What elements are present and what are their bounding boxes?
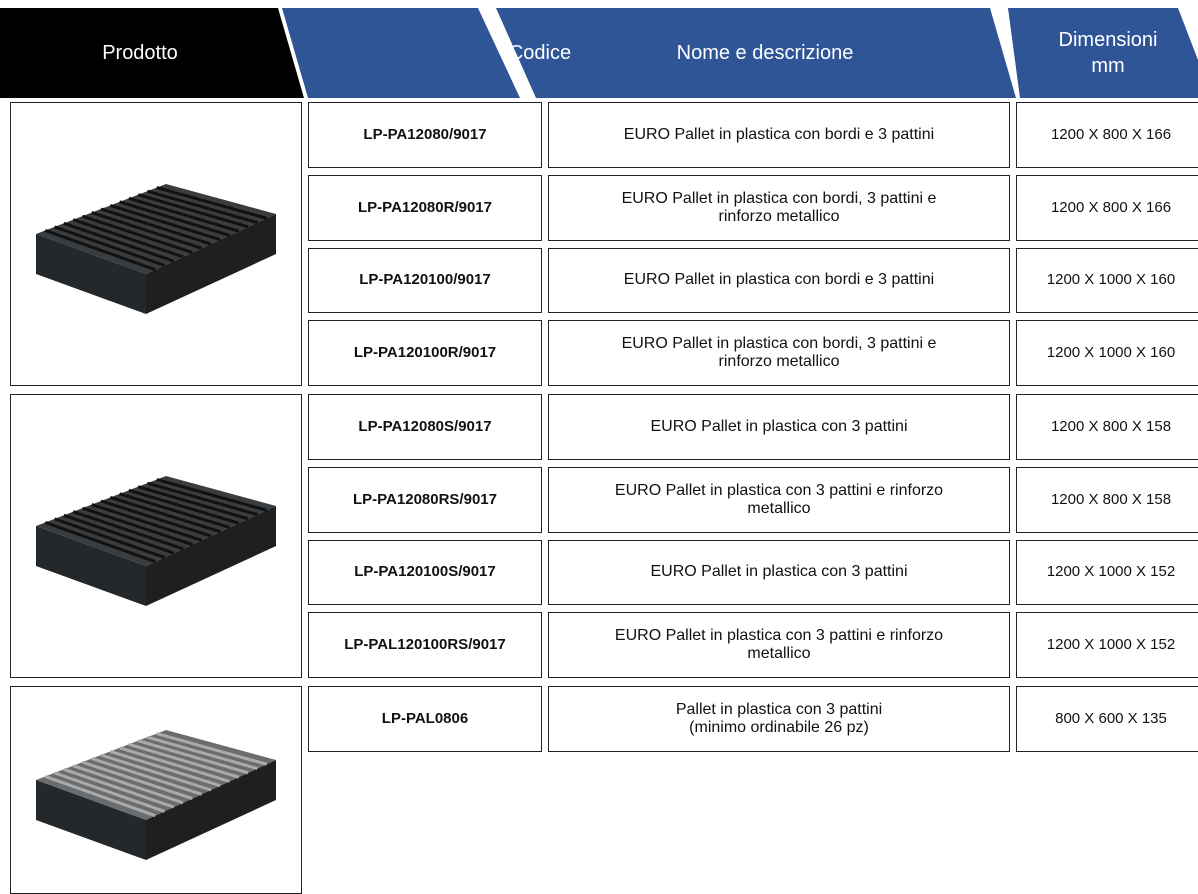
code-cell: LP-PA12080R/9017 bbox=[308, 174, 542, 241]
product-image bbox=[36, 184, 276, 314]
dimension-cell: 1200 X 1000 X 160 bbox=[1016, 320, 1198, 386]
dimension-cell: 1200 X 1000 X 160 bbox=[1016, 247, 1198, 314]
code-cell: LP-PAL120100RS/9017 bbox=[308, 612, 542, 678]
description-cell: EURO Pallet in plastica con 3 pattini e … bbox=[548, 466, 1010, 533]
description-line: metallico bbox=[747, 499, 811, 517]
header-label: Codice bbox=[300, 8, 780, 98]
header-text: Codice bbox=[508, 42, 572, 64]
description-line: EURO Pallet in plastica con 3 pattini bbox=[650, 563, 908, 581]
description-cell: EURO Pallet in plastica con 3 pattini bbox=[548, 394, 1010, 460]
product-cell bbox=[10, 102, 302, 386]
description-line: EURO Pallet in plastica con 3 pattini e … bbox=[614, 627, 944, 645]
description-line: EURO Pallet in plastica con bordi e 3 pa… bbox=[623, 271, 935, 289]
dimension-cell: 1200 X 800 X 166 bbox=[1016, 174, 1198, 241]
description-cell: EURO Pallet in plastica con bordi e 3 pa… bbox=[548, 247, 1010, 314]
product-image bbox=[36, 730, 276, 860]
code-cell: LP-PA12080/9017 bbox=[308, 102, 542, 168]
header-tab bbox=[282, 8, 520, 98]
header-text: Prodotto bbox=[102, 42, 178, 64]
header-text: mm bbox=[1091, 55, 1125, 77]
description-line: EURO Pallet in plastica con 3 pattini bbox=[650, 417, 908, 435]
description-cell: Pallet in plastica con 3 pattini (minimo … bbox=[548, 686, 1010, 752]
description-cell: EURO Pallet in plastica con 3 pattini e … bbox=[548, 612, 1010, 678]
header-tab bbox=[1008, 8, 1198, 98]
dimension-cell: 1200 X 800 X 166 bbox=[1016, 102, 1198, 168]
description-cell: EURO Pallet in plastica con 3 pattini bbox=[548, 539, 1010, 606]
code-cell: LP-PA12080RS/9017 bbox=[308, 466, 542, 533]
dimension-cell: 1200 X 1000 X 152 bbox=[1016, 539, 1198, 606]
code-cell: LP-PAL0806 bbox=[308, 686, 542, 752]
code-cell: LP-PA12080S/9017 bbox=[308, 394, 542, 460]
product-cell bbox=[10, 394, 302, 678]
code-cell: LP-PA120100/9017 bbox=[308, 247, 542, 314]
header-tab bbox=[496, 8, 1016, 98]
description-line: rinforzo metallico bbox=[718, 353, 840, 371]
description-cell: EURO Pallet in plastica con bordi e 3 pa… bbox=[548, 102, 1010, 168]
code-cell: LP-PA120100R/9017 bbox=[308, 320, 542, 386]
product-cell bbox=[10, 686, 302, 894]
header-shapes bbox=[0, 8, 1198, 98]
description-line: EURO Pallet in plastica con bordi, 3 pat… bbox=[621, 189, 937, 207]
description-line: Pallet in plastica con 3 pattini bbox=[675, 700, 883, 718]
description-line: metallico bbox=[747, 645, 811, 663]
dimension-cell: 1200 X 1000 X 152 bbox=[1016, 612, 1198, 678]
header-label: Prodotto bbox=[0, 8, 280, 98]
description-line: rinforzo metallico bbox=[718, 207, 840, 225]
header-text: Dimensioni bbox=[1058, 29, 1158, 51]
description-line: EURO Pallet in plastica con 3 pattini e … bbox=[614, 481, 944, 499]
description-line: (minimo ordinabile 26 pz) bbox=[689, 718, 869, 736]
description-line: EURO Pallet in plastica con bordi, 3 pat… bbox=[621, 335, 937, 353]
dimension-cell: 1200 X 800 X 158 bbox=[1016, 466, 1198, 533]
header-label: Nome e descrizione bbox=[520, 8, 1010, 98]
header-label: Dimensioni mm bbox=[1018, 8, 1198, 98]
dimension-cell: 1200 X 800 X 158 bbox=[1016, 394, 1198, 460]
header-tab bbox=[0, 8, 304, 98]
description-cell: EURO Pallet in plastica con bordi, 3 pat… bbox=[548, 174, 1010, 241]
header-text: Nome e descrizione bbox=[676, 42, 854, 64]
description-cell: EURO Pallet in plastica con bordi, 3 pat… bbox=[548, 320, 1010, 386]
code-cell: LP-PA120100S/9017 bbox=[308, 539, 542, 606]
description-line: EURO Pallet in plastica con bordi e 3 pa… bbox=[623, 125, 935, 143]
dimension-cell: 800 X 600 X 135 bbox=[1016, 686, 1198, 752]
product-image bbox=[36, 476, 276, 606]
